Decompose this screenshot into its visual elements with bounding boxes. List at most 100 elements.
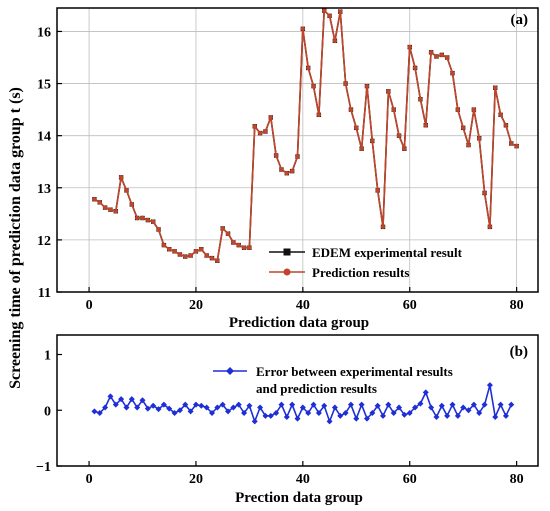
data-point [508,401,515,408]
data-point [251,418,258,425]
data-point [92,197,97,202]
data-point [418,96,423,102]
data-point [482,190,487,196]
legend-label-prediction: Prediction results [312,265,409,280]
data-point [503,123,509,128]
x-axis-label-a: Prediction data group [229,315,369,331]
data-point [396,133,402,138]
data-point [449,401,456,408]
data-point [134,404,141,411]
data-point [134,215,140,221]
data-point [102,404,109,411]
data-point [364,83,370,89]
data-point [176,407,183,414]
data-point [257,404,264,411]
data-point [438,402,445,409]
data-point [299,404,306,411]
data-point [198,402,205,409]
data-point [471,107,477,112]
data-point [444,55,450,60]
data-point [321,402,328,409]
data-point [246,402,253,409]
legend-item-prediction: Prediction results [269,265,409,280]
data-point [417,400,424,407]
data-point [465,407,472,414]
data-point [247,245,252,250]
data-point [199,247,204,252]
data-point [193,249,199,254]
data-point [406,410,413,417]
data-point [412,404,419,411]
data-point [129,202,135,207]
data-point [252,124,257,129]
data-point [183,254,188,259]
data-point [454,412,461,419]
data-point [139,397,146,404]
data-point [278,401,285,408]
data-point [354,125,359,131]
data-point [401,411,408,418]
data-point [300,26,306,32]
data-point [231,240,236,245]
data-point [230,404,237,411]
data-point [203,404,210,411]
data-point [343,81,348,86]
data-point [322,8,327,13]
x-tick-label: 0 [86,298,93,313]
data-point [476,410,483,417]
data-point [460,404,467,411]
data-point [279,167,284,172]
data-point [124,188,129,193]
data-point [342,410,349,417]
panel-b: 0 20 40 60 80 −1 0 1 Prection data group (b) Er… [36,334,539,506]
ticks-a: 0 20 40 60 80 11 12 13 14 15 16 [37,25,524,313]
data-point [311,83,316,89]
data-point [112,401,119,408]
legend-item-edem: EDEM experimental result [269,245,463,260]
data-point [422,389,429,396]
data-point [353,415,360,422]
y-tick-label: 1 [44,349,51,364]
data-point [208,410,215,417]
data-point [310,401,317,408]
data-point [262,412,269,419]
data-point [273,410,280,417]
x-tick-label: 20 [189,298,203,313]
data-point [155,406,162,413]
data-point [502,412,509,419]
data-point [128,396,135,403]
data-point [150,402,157,409]
legend-b: Error between experimental results and p… [213,364,453,396]
data-point [215,258,220,263]
data-point [359,146,364,151]
data-point [160,401,167,408]
data-point [263,129,268,134]
data-point [113,209,118,214]
y-tick-label: 13 [37,182,51,197]
data-point [433,413,440,420]
data-point [305,410,312,417]
data-point [326,418,333,425]
data-point [235,401,242,408]
data-point [177,252,183,257]
data-point [161,242,167,248]
data-point [327,13,332,19]
plot-frame-a [56,7,539,293]
data-point [107,393,114,400]
data-point [144,405,151,412]
data-point [316,112,322,118]
data-point [492,413,499,420]
data-point [96,410,103,417]
data-point [204,253,209,258]
data-point [498,112,503,118]
data-point [295,154,300,159]
data-point [385,401,392,408]
data-point [241,245,247,250]
data-point [450,70,455,76]
series-1 [92,8,519,263]
plot-area-a [92,8,519,263]
data-point [118,175,124,180]
data-point [315,410,322,417]
data-point [375,188,380,193]
panel-label-a: (a) [511,12,529,28]
